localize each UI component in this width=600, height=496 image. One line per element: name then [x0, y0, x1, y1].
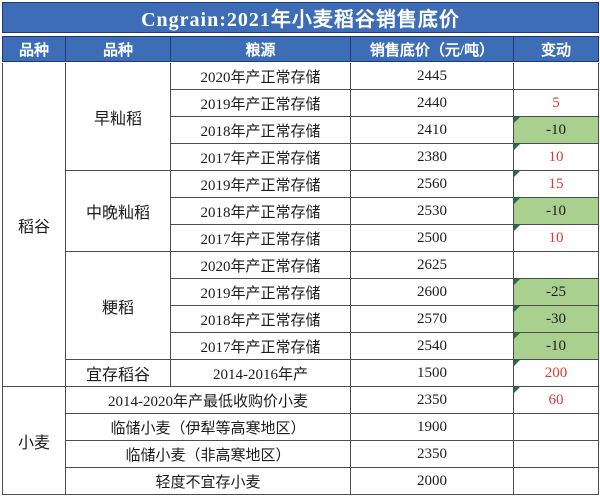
price-cell: 1900: [351, 414, 514, 441]
change-cell: [514, 414, 599, 441]
grain-source-cell: 2017年产正常存储: [171, 333, 351, 360]
comment-marker-icon: [514, 117, 520, 123]
header-change: 变动: [514, 37, 599, 61]
header-variety-1: 品种: [3, 37, 66, 61]
price-cell: 2540: [351, 333, 514, 360]
comment-marker-icon: [514, 225, 520, 231]
table-title: Cngrain:2021年小麦稻谷销售底价: [2, 2, 599, 33]
price-cell: 2530: [351, 198, 514, 225]
change-cell: 10: [514, 225, 599, 252]
change-cell: -10: [514, 117, 599, 144]
variety-cell-mid-late-indica: 中晚籼稻: [66, 171, 171, 252]
change-cell: [514, 252, 599, 279]
change-cell: -10: [514, 198, 599, 225]
grain-source-cell: 2018年产正常存储: [171, 117, 351, 144]
price-cell: 2625: [351, 252, 514, 279]
change-cell: 60: [514, 387, 599, 414]
header-floor-price: 销售底价（元/吨）: [351, 37, 514, 61]
comment-marker-icon: [514, 387, 520, 393]
change-cell: -10: [514, 333, 599, 360]
change-value: -30: [546, 310, 566, 327]
comment-marker-icon: [514, 171, 520, 177]
change-cell: [514, 63, 599, 90]
change-cell: -30: [514, 306, 599, 333]
table-header-row: 品种 品种 粮源 销售底价（元/吨） 变动: [2, 36, 599, 62]
comment-marker-icon: [514, 279, 520, 285]
grain-source-cell: 临储小麦（伊犁等高寒地区）: [66, 414, 351, 441]
change-cell: [514, 468, 599, 495]
grain-source-cell: 临储小麦（非高寒地区）: [66, 441, 351, 468]
change-cell: 200: [514, 360, 599, 387]
price-cell: 2570: [351, 306, 514, 333]
change-cell: 10: [514, 144, 599, 171]
price-cell: 2350: [351, 441, 514, 468]
price-cell: 2000: [351, 468, 514, 495]
grain-source-cell: 2014-2016年产: [171, 360, 351, 387]
price-cell: 2440: [351, 90, 514, 117]
grain-source-cell: 2017年产正常存储: [171, 144, 351, 171]
change-cell: [514, 441, 599, 468]
change-value: 60: [548, 391, 564, 408]
change-value: 15: [548, 175, 564, 192]
change-value: -10: [546, 337, 566, 354]
variety-cell-storable-rice: 宜存稻谷: [66, 360, 171, 387]
table-body: 稻谷 小麦 早籼稻 中晚籼稻 粳稻 宜存稻谷 2020年产正常存储 2445 2…: [2, 63, 599, 495]
grain-source-cell: 轻度不宜存小麦: [66, 468, 351, 495]
change-value: 200: [544, 364, 568, 381]
grain-source-cell: 2019年产正常存储: [171, 90, 351, 117]
change-cell: 5: [514, 90, 599, 117]
change-value: -25: [546, 283, 566, 300]
change-cell: -25: [514, 279, 599, 306]
price-cell: 2560: [351, 171, 514, 198]
change-cell: 15: [514, 171, 599, 198]
grain-source-cell: 2017年产正常存储: [171, 225, 351, 252]
price-cell: 2410: [351, 117, 514, 144]
comment-marker-icon: [514, 333, 520, 339]
comment-marker-icon: [514, 144, 520, 150]
change-value: -10: [546, 202, 566, 219]
price-cell: 2350: [351, 387, 514, 414]
grain-source-cell: 2018年产正常存储: [171, 306, 351, 333]
header-grain-source: 粮源: [171, 37, 351, 61]
grain-source-cell: 2019年产正常存储: [171, 279, 351, 306]
variety-cell-japonica: 粳稻: [66, 252, 171, 360]
price-cell: 1500: [351, 360, 514, 387]
price-cell: 2445: [351, 63, 514, 90]
grain-source-cell: 2020年产正常存储: [171, 252, 351, 279]
change-value: 10: [548, 229, 564, 246]
price-cell: 2600: [351, 279, 514, 306]
header-variety-2: 品种: [66, 37, 171, 61]
comment-marker-icon: [514, 360, 520, 366]
comment-marker-icon: [514, 306, 520, 312]
variety-cell-early-indica: 早籼稻: [66, 63, 171, 171]
price-cell: 2380: [351, 144, 514, 171]
category-cell-wheat: 小麦: [3, 387, 66, 495]
price-cell: 2500: [351, 225, 514, 252]
change-value: -10: [546, 121, 566, 138]
grain-source-cell: 2014-2020年产最低收购价小麦: [66, 387, 351, 414]
category-cell-rice: 稻谷: [3, 63, 66, 387]
grain-source-cell: 2020年产正常存储: [171, 63, 351, 90]
grain-source-cell: 2018年产正常存储: [171, 198, 351, 225]
grain-source-cell: 2019年产正常存储: [171, 171, 351, 198]
change-value: 10: [548, 148, 564, 165]
comment-marker-icon: [514, 198, 520, 204]
